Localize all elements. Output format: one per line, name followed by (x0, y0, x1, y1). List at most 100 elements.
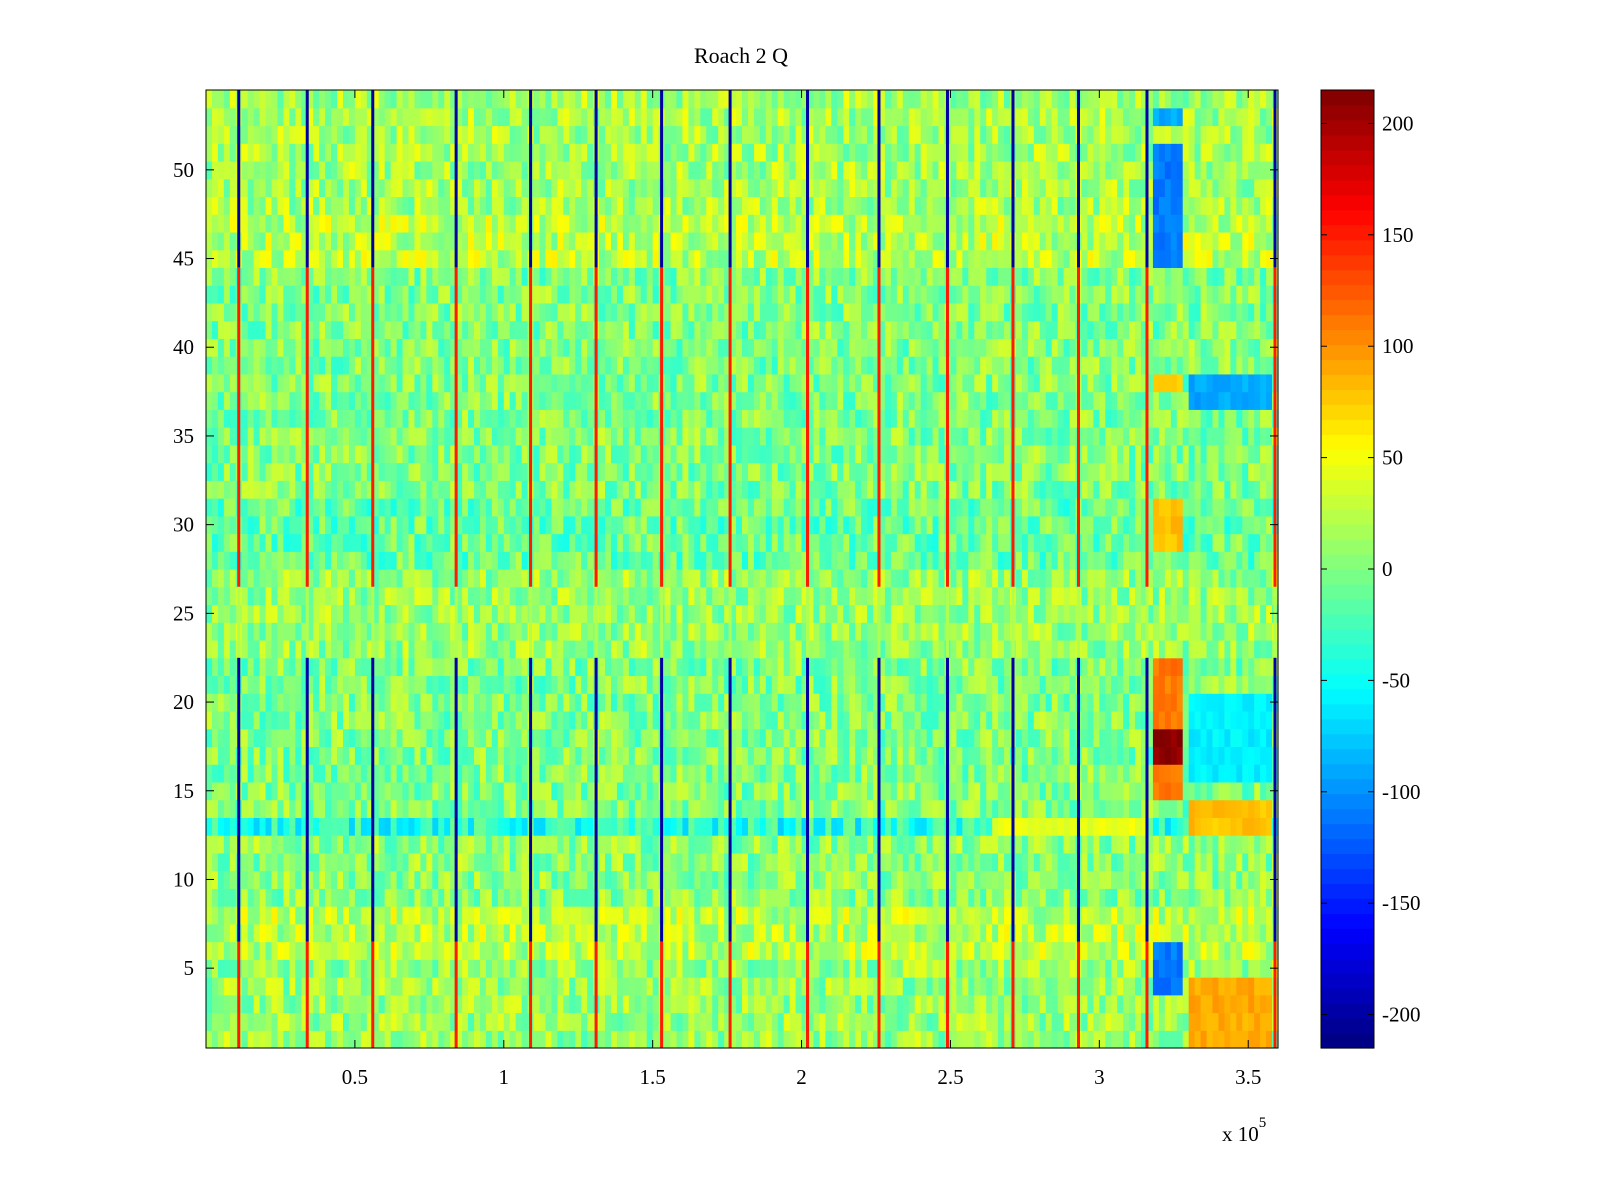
heatmap-cell (1015, 569, 1023, 588)
heatmap-cell (342, 870, 350, 889)
heatmap-cell (694, 994, 701, 1014)
heatmap-cell (801, 870, 809, 889)
heatmap-cell (616, 835, 624, 854)
heatmap-cell (688, 746, 695, 765)
heatmap-cell (468, 639, 475, 659)
heatmap-cell (1212, 586, 1220, 606)
heatmap-cell (1051, 852, 1059, 872)
heatmap-cell (378, 746, 386, 765)
heatmap-cell (1224, 923, 1231, 943)
heatmap-cell (1152, 959, 1160, 978)
heatmap-cell (206, 710, 213, 730)
heatmap-cell (706, 622, 713, 641)
heatmap-cell (444, 693, 451, 712)
heatmap-cell (676, 1012, 684, 1031)
heatmap-cell (331, 710, 338, 730)
heatmap-cell (307, 693, 314, 712)
heatmap-cell (569, 923, 576, 943)
heatmap-cell (932, 977, 940, 996)
heatmap-cell (378, 781, 386, 801)
heatmap-cell (390, 977, 398, 996)
heatmap-cell (610, 888, 618, 907)
heatmap-cell (831, 781, 838, 801)
heatmap-cell (408, 746, 416, 765)
heatmap-cell (1141, 710, 1148, 730)
heatmap-cell (301, 551, 308, 570)
heatmap-cell (539, 693, 547, 712)
heatmap-cell (628, 906, 636, 925)
heatmap-cell (521, 657, 529, 677)
heatmap-cell (688, 657, 695, 677)
heatmap-cell (724, 835, 731, 854)
heatmap-cell (646, 622, 654, 641)
heatmap-cell (503, 781, 511, 801)
heatmap-cell (884, 941, 892, 960)
heatmap-cell (980, 959, 987, 978)
heatmap-cell (342, 817, 350, 836)
heatmap-cell (956, 586, 963, 606)
heatmap-cell (1158, 639, 1166, 659)
heatmap-cell (1152, 728, 1160, 748)
heatmap-cell (575, 764, 582, 783)
heatmap-cell (1117, 693, 1124, 712)
heatmap-cell (986, 888, 993, 907)
heatmap-cell (432, 852, 439, 872)
heatmap-cell (515, 852, 523, 872)
heatmap-cell (1057, 569, 1065, 588)
heatmap-cell (1212, 835, 1220, 854)
heatmap-cell (217, 657, 225, 677)
heatmap-cell (360, 693, 368, 712)
heatmap-cell (432, 835, 439, 854)
heatmap-cell (229, 657, 237, 677)
heatmap-cell (700, 923, 707, 943)
heatmap-cell (1194, 923, 1202, 943)
heatmap-cell (825, 959, 832, 978)
heatmap-cell (873, 835, 880, 854)
heatmap-cell (1248, 977, 1255, 996)
heatmap-cell (468, 586, 475, 606)
heatmap-cell (1182, 1030, 1190, 1049)
heatmap-cell (1164, 764, 1172, 783)
heatmap-cell (789, 551, 797, 570)
heatmap-cell (712, 781, 719, 801)
heatmap-cell (1087, 852, 1094, 872)
heatmap-cell (1135, 888, 1142, 907)
heatmap-cell (1039, 746, 1047, 765)
heatmap-cell (390, 551, 398, 570)
heatmap-cell (1111, 604, 1118, 623)
heatmap-cell (408, 639, 416, 659)
heatmap-cell (706, 746, 713, 765)
heatmap-cell (444, 586, 451, 606)
heatmap-cell (1146, 604, 1154, 623)
heatmap-cell (295, 941, 302, 960)
heatmap-cell (211, 1030, 219, 1049)
heatmap-cell (206, 728, 213, 748)
heatmap-cell (211, 551, 219, 570)
heatmap-cell (485, 941, 493, 960)
heatmap-cell (1164, 835, 1172, 854)
heatmap-cell (610, 994, 618, 1014)
heatmap-cell (855, 657, 862, 677)
heatmap-cell (1206, 852, 1214, 872)
heatmap-cell (337, 746, 344, 765)
heatmap-cell (753, 977, 761, 996)
heatmap-cell (646, 604, 654, 623)
heatmap-cell (1105, 746, 1112, 765)
heatmap-cell (861, 923, 868, 943)
heatmap-cell (479, 657, 487, 677)
heatmap-cell (348, 746, 356, 765)
heatmap-cell (992, 817, 999, 836)
heatmap-cell (1111, 693, 1118, 712)
heatmap-cell (1212, 710, 1220, 730)
heatmap-cell (1117, 888, 1124, 907)
heatmap-cell (545, 870, 553, 889)
heatmap-cell (622, 888, 630, 907)
heatmap-cell (479, 675, 487, 694)
heatmap-cell (450, 817, 457, 836)
heatmap-cell (1242, 746, 1249, 765)
heatmap-cell (479, 994, 487, 1014)
heatmap-cell (783, 551, 791, 570)
heatmap-cell (259, 551, 267, 570)
heatmap-cell (360, 604, 368, 623)
heatmap-cell (497, 639, 505, 659)
